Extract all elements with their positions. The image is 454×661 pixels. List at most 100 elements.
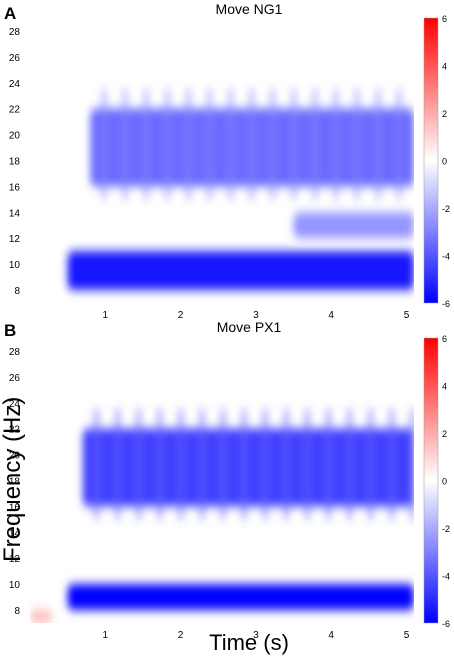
- heatmap-burst: [389, 409, 395, 520]
- x-tick-4: 4: [328, 310, 334, 321]
- panel-title-a: Move NG1: [215, 1, 283, 17]
- heatmap-burst: [312, 89, 318, 200]
- x-tick-1: 1: [103, 630, 109, 641]
- colorbar-tick-0: 0: [442, 477, 447, 487]
- colorbar-tick--2: -2: [442, 204, 450, 214]
- colorbar-tick-4: 4: [442, 62, 447, 72]
- y-tick-label-8: 8: [14, 286, 20, 297]
- y-tick-label-18: 18: [9, 477, 21, 488]
- colorbar: [423, 17, 439, 304]
- heatmap-burst: [410, 409, 414, 520]
- x-tick-label: 4: [328, 630, 334, 641]
- x-tick-1: 1: [103, 310, 109, 321]
- y-tick-label-8: 8: [14, 606, 20, 617]
- heatmap-band-2: [30, 610, 53, 623]
- heatmap-burst: [270, 89, 276, 200]
- colorbar-tick-6: 6: [442, 14, 447, 24]
- y-tick-label-12: 12: [9, 554, 21, 565]
- heatmap-burst: [368, 409, 374, 520]
- y-tick-label-28: 28: [9, 27, 21, 38]
- heatmap-burst: [228, 89, 234, 200]
- x-tick-label: 3: [253, 310, 259, 321]
- heatmap-burst: [262, 409, 268, 520]
- x-tick-label: 5: [404, 310, 410, 321]
- heatmap-burst: [206, 89, 212, 200]
- x-tick-3: 3: [253, 630, 259, 641]
- heatmap-burst: [354, 89, 360, 200]
- y-tick-label-22: 22: [9, 425, 21, 436]
- colorbar-tick-2: 2: [442, 109, 447, 119]
- x-tick-label: 5: [404, 630, 410, 641]
- heatmap-burst: [101, 89, 107, 200]
- heatmap-burst: [94, 409, 99, 520]
- x-tick-label: 2: [178, 310, 184, 321]
- x-tick-label: 2: [178, 630, 184, 641]
- y-tick-label-22: 22: [9, 105, 21, 116]
- colorbar-tick--4: -4: [442, 572, 450, 582]
- y-tick-label-24: 24: [9, 79, 21, 90]
- panel-letter-b: B: [4, 321, 17, 340]
- x-axis-label: Time (s): [209, 630, 289, 655]
- heatmap-burst: [178, 409, 184, 520]
- x-tick-label: 4: [328, 310, 334, 321]
- y-tick-label-12: 12: [9, 234, 21, 245]
- y-tick-label-26: 26: [9, 373, 21, 384]
- panel-title-b: Move PX1: [216, 319, 282, 335]
- heatmap-burst: [143, 89, 149, 200]
- x-tick-4: 4: [328, 630, 334, 641]
- x-tick-2: 2: [178, 310, 184, 321]
- y-tick-label-18: 18: [9, 157, 21, 168]
- heatmap-burst: [325, 409, 331, 520]
- heatmap-burst: [333, 89, 339, 200]
- colorbar-tick--2: -2: [442, 524, 450, 534]
- y-tick-label-10: 10: [9, 260, 21, 271]
- heatmap-band-1: [82, 428, 414, 507]
- y-tick-label-20: 20: [9, 451, 21, 462]
- heatmap-burst: [346, 409, 352, 520]
- y-tick-label-16: 16: [9, 182, 21, 193]
- heatmap-burst: [375, 89, 381, 200]
- heatmap-band-2: [293, 212, 414, 239]
- heatmap-burst: [283, 409, 289, 520]
- heatmap-burst: [249, 89, 255, 200]
- heatmap-burst: [304, 409, 310, 520]
- colorbar-tick--6: -6: [442, 299, 450, 309]
- y-tick-label-10: 10: [9, 580, 21, 591]
- heatmap-burst: [157, 409, 163, 520]
- colorbar-tick--4: -4: [442, 252, 450, 262]
- y-tick-label-20: 20: [9, 131, 21, 142]
- x-tick-5: 5: [404, 310, 410, 321]
- x-tick-2: 2: [178, 630, 184, 641]
- heatmap-burst: [241, 409, 247, 520]
- x-tick-label: 1: [103, 310, 109, 321]
- colorbar-tick-2: 2: [442, 429, 447, 439]
- x-tick-3: 3: [253, 310, 259, 321]
- heatmap-band-0: [67, 251, 414, 291]
- heatmap-burst: [291, 89, 297, 200]
- y-tick-label-28: 28: [9, 347, 21, 358]
- panel-letter-a: A: [4, 4, 17, 23]
- heatmap-burst: [136, 409, 142, 520]
- heatmap-burst: [115, 409, 121, 520]
- heatmap-burst: [220, 409, 226, 520]
- x-tick-5: 5: [404, 630, 410, 641]
- heatmap-burst: [396, 89, 402, 200]
- colorbar-tick-6: 6: [442, 334, 447, 344]
- y-tick-label-24: 24: [9, 399, 21, 410]
- colorbar-tick-4: 4: [442, 382, 447, 392]
- y-tick-label-14: 14: [9, 528, 21, 539]
- heatmap-burst: [122, 89, 128, 200]
- heatmap-burst: [164, 89, 170, 200]
- y-tick-label-26: 26: [9, 53, 21, 64]
- heatmap-burst: [199, 409, 205, 520]
- colorbar-tick-0: 0: [442, 157, 447, 167]
- y-tick-label-14: 14: [9, 208, 21, 219]
- colorbar: [423, 337, 439, 624]
- colorbar-tick--6: -6: [442, 619, 450, 629]
- heatmap-band-0: [67, 584, 414, 611]
- x-tick-label: 3: [253, 630, 259, 641]
- y-tick-label-16: 16: [9, 502, 21, 513]
